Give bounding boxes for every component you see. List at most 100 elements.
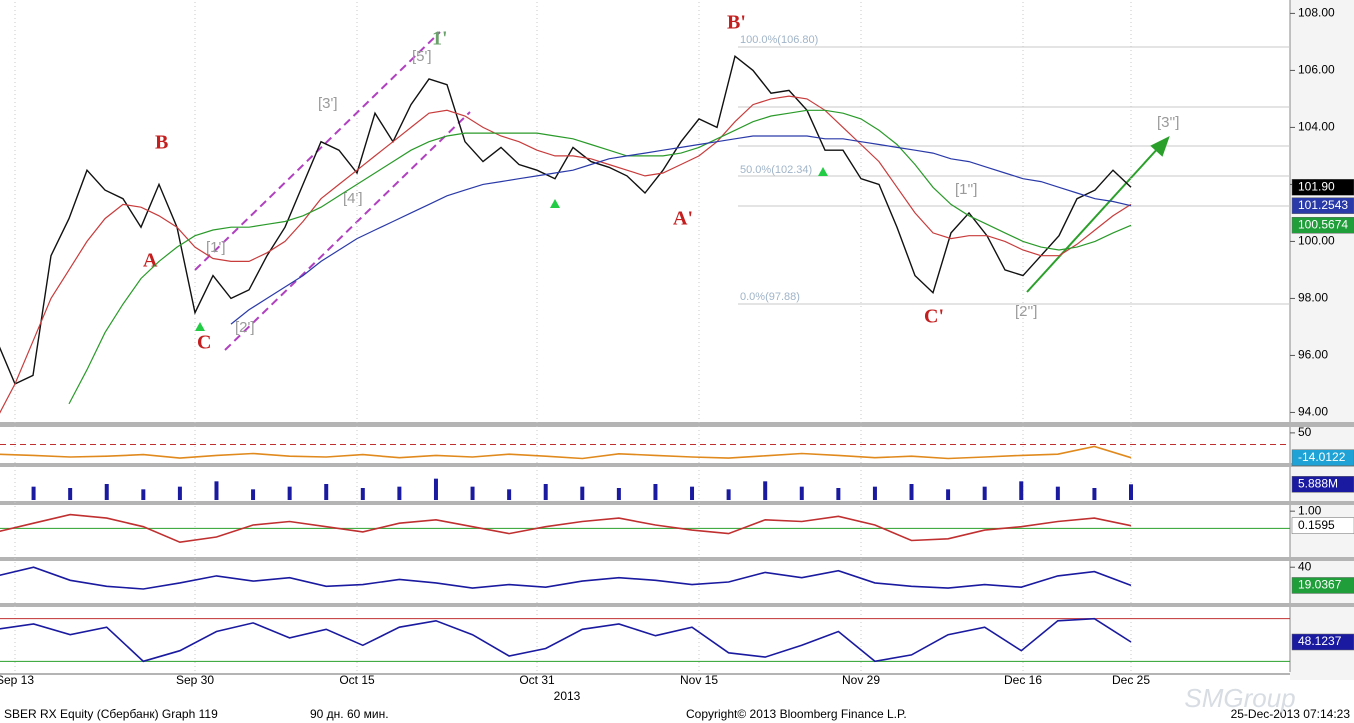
value-box-label: -14.0122 [1298,450,1346,464]
series-line [0,513,1132,544]
footer-timestamp: 25-Dec-2013 07:14:23 [1231,707,1351,721]
y-tick-label: 100.00 [1298,234,1335,248]
y-tick-label: 96.00 [1298,348,1328,362]
wave-label: [1''] [955,181,977,198]
bar [690,486,695,500]
value-box [1291,517,1354,534]
wave-label: A [143,250,158,272]
value-box-label: 101.2543 [1298,198,1348,212]
x-tick-label: Oct 15 [339,673,375,687]
wave-label: C' [924,306,944,328]
fib-label: 50.0%(102.34) [740,164,812,176]
bar [872,486,877,500]
bar [982,486,987,500]
trend-arrow [1026,135,1170,293]
value-box [1291,577,1354,594]
series-line [0,445,1132,460]
value-box-label: 5.888M [1298,476,1338,490]
bar [177,486,182,500]
wave-label: [2'] [235,319,255,336]
bar [1055,486,1060,500]
bar [141,489,146,500]
y-tick-label: 50 [1298,425,1312,439]
bar [946,489,951,500]
bar [31,486,36,500]
wave-label: [4'] [343,190,363,207]
fib-label: 100.0%(106.80) [740,34,818,46]
bar [68,488,73,500]
series-line [230,135,1132,325]
fib-lines [738,46,1290,305]
value-box-label: 48.1237 [1298,634,1342,648]
bar [1129,484,1133,500]
x-tick-label: Sep 13 [0,673,34,687]
x-tick-label: Sep 30 [176,673,214,687]
series-line [68,109,1132,405]
footer-period: 90 дн. 60 мин. [310,707,389,721]
value-box-label: 19.0367 [1298,578,1342,592]
bar [543,484,548,500]
series-line [0,566,1132,590]
fib-label: 0.0%(97.88) [740,291,800,303]
y-tick-label: 40 [1298,559,1312,573]
y-tick-label: 1.00 [1298,503,1322,517]
bar [433,478,438,500]
bar [360,488,365,500]
wave-label: A' [673,208,693,230]
bar [251,489,256,500]
value-box [1291,197,1354,214]
bar [726,489,731,500]
y-tick-label: 98.00 [1298,291,1328,305]
wave-label: 1' [432,28,448,50]
bar [214,481,219,500]
bar [507,489,512,500]
x-tick-label: Nov 15 [680,673,718,687]
bar [799,486,804,500]
bar [1019,481,1024,500]
x-tick-label: Nov 29 [842,673,880,687]
annotations: B A C 1' [3'] [5'] [4'] [2'] [1'] B' A' … [143,12,1179,354]
value-box [1291,449,1354,466]
bar [1092,488,1097,500]
value-box [1291,179,1354,196]
series-line [0,617,1132,663]
wave-label: [3''] [1157,114,1179,131]
bar [104,484,109,500]
x-tick-label: Oct 31 [519,673,555,687]
y-tick-label: 104.00 [1298,120,1335,134]
bar [287,486,292,500]
wave-label: [2''] [1015,303,1037,320]
value-box-label: 0.1595 [1298,518,1335,532]
y-tick-label: 106.00 [1298,63,1335,77]
wave-label: [1'] [206,239,226,256]
footer-copyright: Copyright© 2013 Bloomberg Finance L.P. [686,707,907,721]
triangles [195,167,828,331]
wave-label: [5'] [412,48,432,65]
wave-label: C [197,332,211,354]
wave-label: B' [727,12,746,34]
bar [653,484,658,500]
y-tick-label: 108.00 [1298,6,1335,20]
bar [470,486,475,500]
bar [763,481,768,500]
value-box [1291,476,1354,493]
wave-label: [3'] [318,95,338,112]
bar [836,488,841,500]
value-box [1291,633,1354,651]
bar [324,484,329,500]
axis-band [1290,0,1354,680]
wave-label: B [155,132,168,154]
panel-separators [0,422,1354,675]
bar [397,486,402,500]
x-tick-label: Dec 25 [1112,673,1150,687]
series-line [0,54,1132,385]
x-tick-label: Dec 16 [1004,673,1042,687]
bar [909,484,914,500]
series-line [0,95,1132,414]
y-tick-label: 94.00 [1298,405,1328,419]
value-box-label: 100.5674 [1298,217,1348,231]
value-box [1291,217,1354,234]
year-label: 2013 [554,689,581,703]
footer-security: SBER RX Equity (Сбербанк) Graph 119 [4,707,218,721]
